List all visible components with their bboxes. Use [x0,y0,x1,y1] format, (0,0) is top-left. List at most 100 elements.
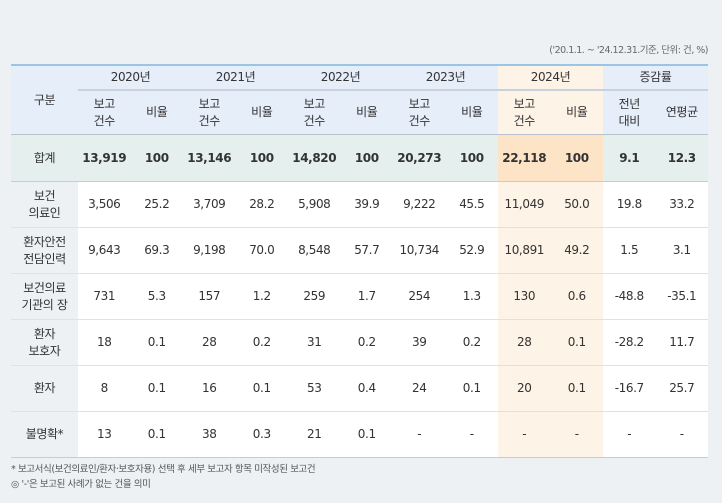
header-change: 증감률 [603,64,709,91]
row-label: 합계 [11,134,78,182]
table-cell: - [603,411,656,458]
table-cell: 18 [78,319,131,366]
header-count: 보고 건수 [78,90,131,135]
report-statistics-table: 구분 2020년 2021년 2022년 2023년 2024년 증감률 보고 건수 비율 보… [11,64,709,458]
total-cell: 13,146 [183,134,236,182]
row-label: 환자 보호자 [11,319,78,366]
table-cell: 28 [183,319,236,366]
row-label: 보건의료 기관의 장 [11,273,78,320]
unit-note: ('20.1.1. ~ '24.12.31.기준, 단위: 건, %) [549,45,708,56]
table-row: 환자 8 0.1 16 0.1 53 0.4 24 0.1 20 0.1 -16.7 25.7 [11,365,709,412]
table-cell: 25.2 [130,181,183,228]
total-cell: 13,919 [78,134,131,182]
table-cell: 0.1 [235,365,288,412]
header-count: 보고 건수 [183,90,236,135]
table-cell: 13 [78,411,131,458]
header-year: 2021년 [183,64,288,91]
header-ratio: 비율 [445,90,498,135]
table-cell: - [550,411,603,458]
table-cell: 39.9 [340,181,393,228]
table-cell: 0.2 [235,319,288,366]
table-row: 환자안전 전담인력 9,643 69.3 9,198 70.0 8,548 57.7 10,7… [11,227,709,274]
table-cell: 3,506 [78,181,131,228]
table-cell: 1.5 [603,227,656,274]
table-cell: 9,643 [78,227,131,274]
header-category: 구분 [11,64,78,135]
header-count: 보고 건수 [288,90,341,135]
table-cell: 0.2 [445,319,498,366]
table-cell: 1.2 [235,273,288,320]
total-cell: 20,273 [393,134,446,182]
header-count: 보고 건수 [498,90,551,135]
header-ratio: 비율 [130,90,183,135]
table-cell: 130 [498,273,551,320]
table-cell: 0.1 [130,365,183,412]
header-year: 2020년 [78,64,183,91]
table-cell: 10,891 [498,227,551,274]
table-cell: - [655,411,709,458]
table-cell: 28.2 [235,181,288,228]
table-cell: 9,222 [393,181,446,228]
table-cell: 21 [288,411,341,458]
table-cell: - [445,411,498,458]
table-row: 보건의료 기관의 장 731 5.3 157 1.2 259 1.7 254 1.3 130 0.6… [11,273,709,320]
header-count: 보고 건수 [393,90,446,135]
table-cell: 25.7 [655,365,709,412]
table-row: 불명확* 13 0.1 38 0.3 21 0.1- - - - - - [11,411,709,458]
row-label: 환자 [11,365,78,412]
table-cell: 1.7 [340,273,393,320]
table-cell: 11,049 [498,181,551,228]
table-cell: 38 [183,411,236,458]
table-cell: 16 [183,365,236,412]
table-cell: 19.8 [603,181,656,228]
header-year: 2022년 [288,64,393,91]
table-cell: 28 [498,319,551,366]
total-cell: 9.1 [603,134,656,182]
table-row: 환자 보호자 18 0.1 28 0.2 31 0.2 39 0.2 28 0.1 -28.2 11.7 [11,319,709,366]
header-ratio: 비율 [340,90,393,135]
table-cell: 31 [288,319,341,366]
total-cell: 100 [550,134,603,182]
table-cell: 0.1 [340,411,393,458]
table-cell: 57.7 [340,227,393,274]
table-cell: 33.2 [655,181,709,228]
table-cell: 254 [393,273,446,320]
table-cell: 8,548 [288,227,341,274]
table-cell: 8 [78,365,131,412]
total-cell: 100 [340,134,393,182]
table-cell: 50.0 [550,181,603,228]
total-cell: 100 [445,134,498,182]
table-cell: -35.1 [655,273,709,320]
row-label: 환자안전 전담인력 [11,227,78,274]
table-cell: 5,908 [288,181,341,228]
table-cell: 69.3 [130,227,183,274]
table-cell: 1.3 [445,273,498,320]
table-cell: 0.1 [130,411,183,458]
footnotes: * 보고서식(보건의료인/환자·보호자용) 선택 후 세부 보고자 항목 미작성… [11,462,316,492]
table-cell: 3,709 [183,181,236,228]
table-cell: 0.3 [235,411,288,458]
table-cell: - [498,411,551,458]
header-ratio: 비율 [235,90,288,135]
header-year: 2024년 [498,64,603,91]
header-year: 2023년 [393,64,498,91]
table-cell: 0.1 [130,319,183,366]
total-cell: 14,820 [288,134,341,182]
row-label: 불명확* [11,411,78,458]
total-cell: 12.3 [655,134,709,182]
table-cell: 45.5 [445,181,498,228]
total-cell: 100 [235,134,288,182]
table-cell: 24 [393,365,446,412]
table-cell: 0.6 [550,273,603,320]
table-cell: 20 [498,365,551,412]
header-cagr: 연평균 [655,90,709,135]
total-cell: 22,118 [498,134,551,182]
table-cell: 39 [393,319,446,366]
total-cell: 100 [130,134,183,182]
table-cell: -28.2 [603,319,656,366]
table-cell: 11.7 [655,319,709,366]
table-cell: 0.1 [445,365,498,412]
table-cell: 3.1 [655,227,709,274]
footnote: * 보고서식(보건의료인/환자·보호자용) 선택 후 세부 보고자 항목 미작성… [11,464,316,475]
header-ratio: 비율 [550,90,603,135]
